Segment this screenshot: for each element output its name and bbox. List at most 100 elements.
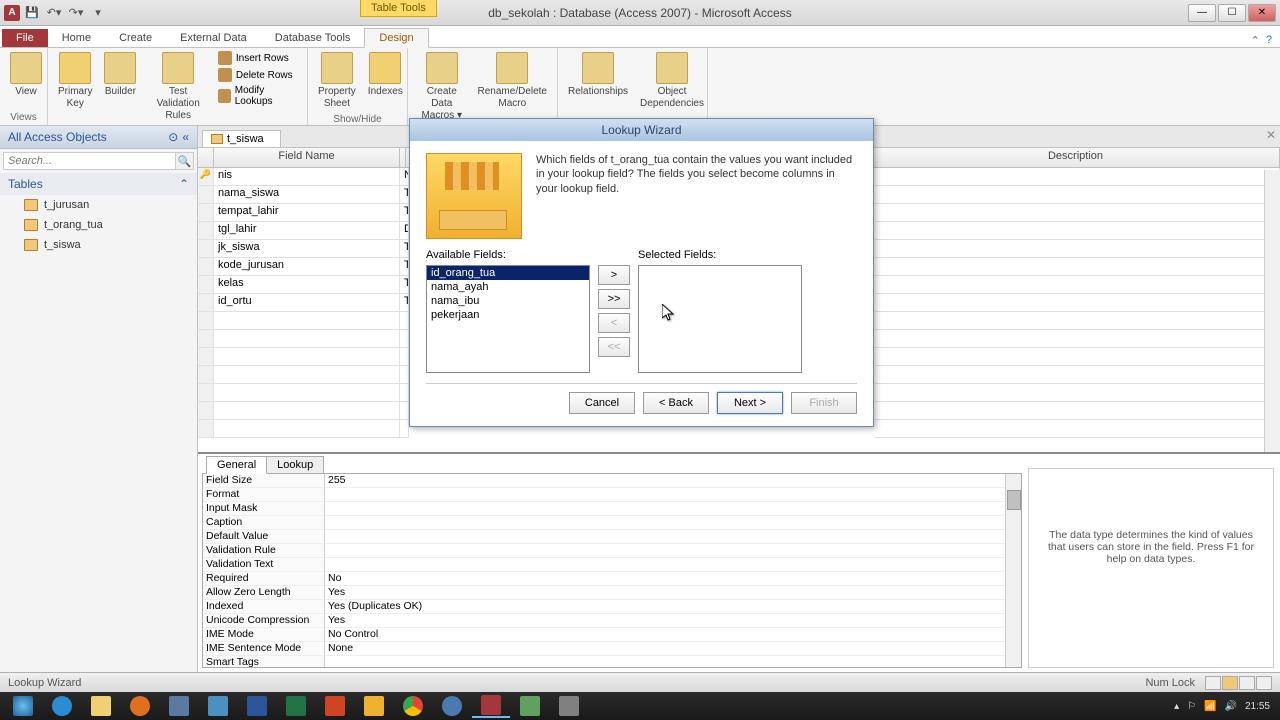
prop-tab-lookup[interactable]: Lookup	[266, 456, 324, 474]
delete-rows-button[interactable]: Delete Rows	[216, 67, 301, 83]
object-dependencies-button[interactable]: Object Dependencies	[636, 50, 708, 112]
tab-external-data[interactable]: External Data	[166, 29, 261, 47]
modify-lookups-button[interactable]: Modify Lookups	[216, 84, 301, 108]
ie-icon[interactable]	[43, 694, 81, 718]
tab-database-tools[interactable]: Database Tools	[261, 29, 365, 47]
col-description[interactable]: Description	[872, 148, 1280, 167]
nav-item-t_siswa[interactable]: t_siswa	[0, 235, 197, 255]
vertical-scrollbar[interactable]	[1264, 170, 1280, 452]
tab-home[interactable]: Home	[48, 29, 105, 47]
volume-icon[interactable]: 🔊	[1225, 701, 1237, 712]
property-row[interactable]: Default Value	[203, 530, 1021, 544]
view-datasheet-button[interactable]	[1205, 676, 1221, 690]
save-icon[interactable]: 💾	[22, 3, 42, 23]
next-button[interactable]: Next >	[717, 392, 783, 414]
nav-group-tables[interactable]: Tables⌃	[0, 173, 197, 195]
help-icon[interactable]: ?	[1266, 34, 1272, 47]
view-design-button[interactable]	[1222, 676, 1238, 690]
property-row[interactable]: RequiredNo	[203, 572, 1021, 586]
view-sql-button[interactable]	[1239, 676, 1255, 690]
file-tab[interactable]: File	[2, 29, 48, 47]
property-row[interactable]: Input Mask	[203, 502, 1021, 516]
list-item[interactable]: pekerjaan	[427, 308, 589, 322]
prop-scrollbar[interactable]	[1005, 474, 1021, 667]
property-row[interactable]: Unicode CompressionYes	[203, 614, 1021, 628]
explorer-icon[interactable]	[82, 694, 120, 718]
property-row[interactable]: IndexedYes (Duplicates OK)	[203, 600, 1021, 614]
doc-tab-t-siswa[interactable]: t_siswa	[202, 130, 281, 147]
chrome-icon[interactable]	[394, 694, 432, 718]
mail-icon[interactable]	[160, 694, 198, 718]
list-item[interactable]: nama_ayah	[427, 280, 589, 294]
col-field-name[interactable]: Field Name	[214, 148, 400, 167]
excel-icon[interactable]	[277, 694, 315, 718]
add-all-button[interactable]: >>	[598, 289, 630, 309]
ribbon-minimize-icon[interactable]: ⌃	[1251, 34, 1260, 47]
property-row[interactable]: Validation Rule	[203, 544, 1021, 558]
finish-button[interactable]: Finish	[791, 392, 857, 414]
selected-fields-list[interactable]	[638, 265, 802, 373]
nav-header[interactable]: All Access Objects ⊙«	[0, 126, 197, 149]
app-icon-5[interactable]	[550, 694, 588, 718]
create-data-macros-button[interactable]: Create Data Macros ▾	[414, 50, 470, 124]
app-icon-4[interactable]	[511, 694, 549, 718]
property-row[interactable]: Caption	[203, 516, 1021, 530]
remove-all-button[interactable]: <<	[598, 337, 630, 357]
word-icon[interactable]	[238, 694, 276, 718]
property-row[interactable]: IME Sentence ModeNone	[203, 642, 1021, 656]
app-icon-2[interactable]	[355, 694, 393, 718]
app-icon-1[interactable]	[199, 694, 237, 718]
col-data-type[interactable]	[400, 148, 406, 167]
add-field-button[interactable]: >	[598, 265, 630, 285]
powerpoint-icon[interactable]	[316, 694, 354, 718]
title-bar: A 💾 ↶▾ ↷▾ ▾ Table Tools db_sekolah : Dat…	[0, 0, 1280, 26]
tray-arrow-icon[interactable]: ▴	[1174, 701, 1179, 712]
property-row[interactable]: Field Size255	[203, 474, 1021, 488]
search-input[interactable]	[3, 152, 176, 170]
undo-icon[interactable]: ↶▾	[44, 3, 64, 23]
remove-field-button[interactable]: <	[598, 313, 630, 333]
nav-collapse-icon[interactable]: «	[182, 130, 189, 144]
tab-create[interactable]: Create	[105, 29, 166, 47]
rename-delete-macro-button[interactable]: Rename/Delete Macro	[474, 50, 551, 112]
redo-icon[interactable]: ↷▾	[66, 3, 86, 23]
property-row[interactable]: Smart Tags	[203, 656, 1021, 668]
nav-item-t_orang_tua[interactable]: t_orang_tua	[0, 215, 197, 235]
indexes-button[interactable]: Indexes	[364, 50, 407, 100]
tab-design[interactable]: Design	[364, 28, 428, 48]
property-row[interactable]: IME ModeNo Control	[203, 628, 1021, 642]
wizard-image	[426, 153, 522, 239]
clock[interactable]: 21:55	[1245, 701, 1270, 712]
prop-tab-general[interactable]: General	[206, 456, 267, 474]
primary-key-button[interactable]: Primary Key	[54, 50, 96, 112]
cancel-button[interactable]: Cancel	[569, 392, 635, 414]
view-button[interactable]: View	[6, 50, 46, 100]
relationships-button[interactable]: Relationships	[564, 50, 632, 100]
close-tab-button[interactable]: ✕	[1266, 128, 1276, 142]
flag-icon[interactable]: ⚐	[1187, 701, 1196, 712]
search-button[interactable]: 🔍	[176, 152, 194, 170]
list-item[interactable]: id_orang_tua	[427, 266, 589, 280]
insert-rows-button[interactable]: Insert Rows	[216, 50, 301, 66]
close-button[interactable]: ✕	[1248, 4, 1276, 22]
property-row[interactable]: Validation Text	[203, 558, 1021, 572]
list-item[interactable]: nama_ibu	[427, 294, 589, 308]
nav-dropdown-icon[interactable]: ⊙	[168, 130, 178, 144]
access-taskbar-icon[interactable]	[472, 694, 510, 718]
qat-customize-icon[interactable]: ▾	[88, 3, 108, 23]
property-sheet-button[interactable]: Property Sheet	[314, 50, 360, 112]
test-rules-button[interactable]: Test Validation Rules	[144, 50, 211, 124]
builder-button[interactable]: Builder	[100, 50, 140, 100]
nav-item-t_jurusan[interactable]: t_jurusan	[0, 195, 197, 215]
start-button[interactable]	[4, 694, 42, 718]
property-row[interactable]: Format	[203, 488, 1021, 502]
network-icon[interactable]: 📶	[1204, 701, 1216, 712]
app-icon-3[interactable]	[433, 694, 471, 718]
available-fields-list[interactable]: id_orang_tuanama_ayahnama_ibupekerjaan	[426, 265, 590, 373]
minimize-button[interactable]: —	[1188, 4, 1216, 22]
property-row[interactable]: Allow Zero LengthYes	[203, 586, 1021, 600]
firefox-icon[interactable]	[121, 694, 159, 718]
back-button[interactable]: < Back	[643, 392, 709, 414]
view-pivot-button[interactable]	[1256, 676, 1272, 690]
maximize-button[interactable]: ☐	[1218, 4, 1246, 22]
